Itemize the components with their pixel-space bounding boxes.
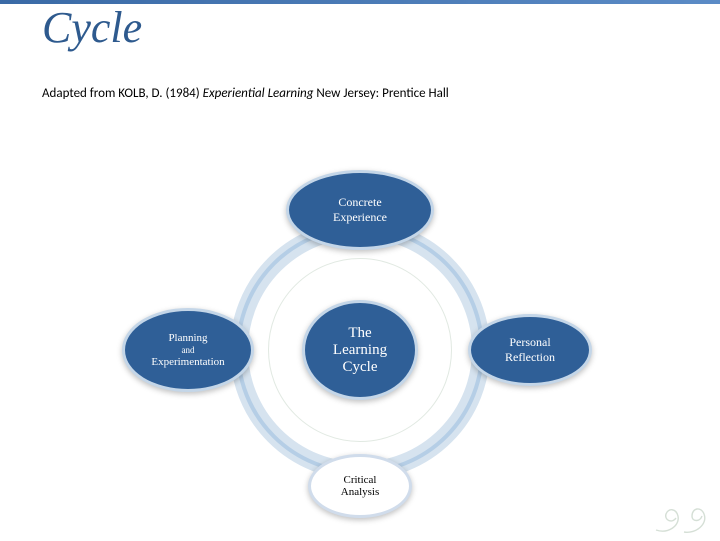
node-label-line: Experience <box>333 210 387 225</box>
page-title: Cycle <box>42 2 142 53</box>
center-label-line: Cycle <box>343 359 378 376</box>
node-label-line: Analysis <box>341 486 380 498</box>
node-label-line: Reflection <box>505 350 555 365</box>
node-label-line: Planning <box>168 332 207 344</box>
node-label-line: Experimentation <box>151 356 224 368</box>
citation-text: Adapted from KOLB, D. (1984) Experientia… <box>42 86 449 101</box>
citation-prefix: Adapted from KOLB, D. (1984) <box>42 86 203 101</box>
center-label-line: Learning <box>333 342 387 359</box>
citation-italic: Experiential Learning <box>203 86 314 101</box>
node-label-line: Critical <box>344 474 377 486</box>
node-concrete-experience: ConcreteExperience <box>286 170 434 250</box>
node-label-line: Personal <box>509 335 550 350</box>
node-planning-experimentation: PlanningandExperimentation <box>122 308 254 392</box>
citation-suffix: New Jersey: Prentice Hall <box>313 86 448 101</box>
center-label-line: The <box>348 325 371 342</box>
node-personal-reflection: PersonalReflection <box>468 314 592 386</box>
center-node: TheLearningCycle <box>302 300 418 400</box>
node-label-line: and <box>182 345 195 355</box>
node-label-line: Concrete <box>338 195 381 210</box>
node-critical-analysis: CriticalAnalysis <box>308 454 412 518</box>
decorative-swirl-icon <box>654 496 714 536</box>
learning-cycle-diagram: TheLearningCycle ConcreteExperience Person… <box>140 160 580 520</box>
